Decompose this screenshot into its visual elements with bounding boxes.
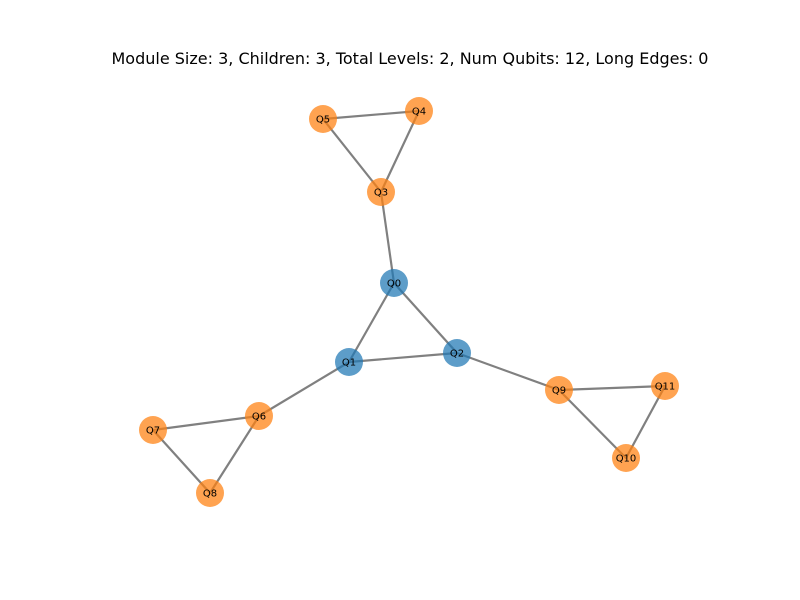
node-circle <box>335 348 363 376</box>
node-label: Q8 <box>203 489 217 500</box>
node-circle <box>545 376 573 404</box>
node-label: Q7 <box>146 426 160 437</box>
nodes-layer: Q0 Q1 Q2 Q3 Q4 Q5 Q6 Q7 Q8 Q9 Q10 Q11 <box>139 97 679 507</box>
node-circle <box>380 269 408 297</box>
edge-q7-q8 <box>151 428 212 495</box>
node-q8: Q8 <box>196 479 224 507</box>
edge-q3-q5 <box>321 117 383 194</box>
node-circle <box>612 444 640 472</box>
node-label: Q1 <box>342 358 356 369</box>
node-circle <box>245 402 273 430</box>
node-q3: Q3 <box>367 178 395 206</box>
edge-q3-q4 <box>379 109 421 194</box>
node-circle <box>367 178 395 206</box>
edge-q1-q6 <box>257 360 351 418</box>
edge-q4-q5 <box>321 109 421 121</box>
node-label: Q10 <box>616 454 637 465</box>
node-q5: Q5 <box>309 105 337 133</box>
node-q7: Q7 <box>139 416 167 444</box>
node-q9: Q9 <box>545 376 573 404</box>
node-circle <box>309 105 337 133</box>
node-label: Q2 <box>450 349 464 360</box>
node-circle <box>405 97 433 125</box>
node-label: Q11 <box>655 382 676 393</box>
graph-title: Module Size: 3, Children: 3, Total Level… <box>112 49 709 68</box>
edge-q6-q7 <box>151 414 261 432</box>
edge-q9-q10 <box>557 388 628 460</box>
edge-q0-q1 <box>347 281 396 364</box>
node-circle <box>196 479 224 507</box>
node-label: Q5 <box>316 115 330 126</box>
node-circle <box>443 339 471 367</box>
node-q1: Q1 <box>335 348 363 376</box>
node-q10: Q10 <box>612 444 640 472</box>
node-circle <box>651 372 679 400</box>
edge-q0-q2 <box>392 281 459 355</box>
node-label: Q0 <box>387 279 401 290</box>
edges-layer <box>151 109 667 495</box>
edge-q6-q8 <box>208 414 261 495</box>
node-q2: Q2 <box>443 339 471 367</box>
node-label: Q6 <box>252 412 266 423</box>
node-label: Q4 <box>412 107 426 118</box>
node-q6: Q6 <box>245 402 273 430</box>
node-circle <box>139 416 167 444</box>
edge-q9-q11 <box>557 384 667 392</box>
node-label: Q9 <box>552 386 566 397</box>
edge-q1-q2 <box>347 351 459 364</box>
edge-q2-q9 <box>455 351 561 392</box>
node-q11: Q11 <box>651 372 679 400</box>
node-label: Q3 <box>374 188 388 199</box>
node-q4: Q4 <box>405 97 433 125</box>
node-q0: Q0 <box>380 269 408 297</box>
edge-q0-q3 <box>379 190 396 285</box>
